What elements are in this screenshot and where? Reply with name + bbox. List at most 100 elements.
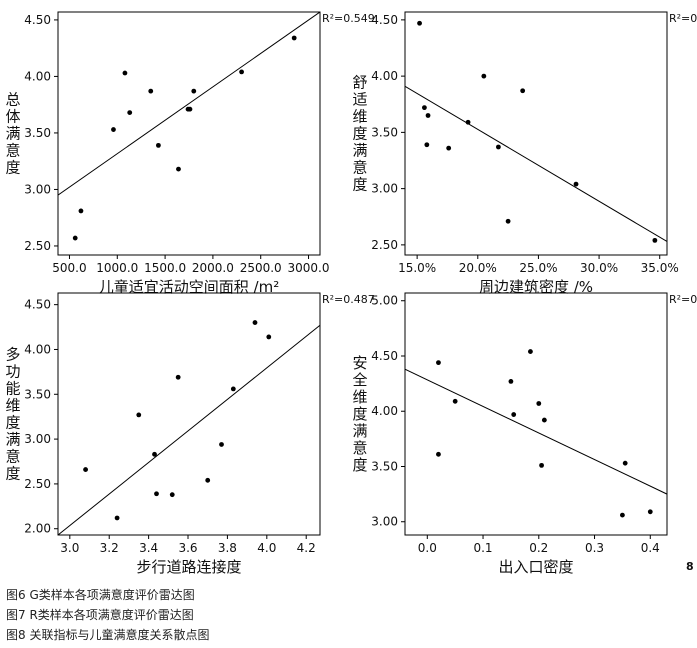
chart1-data-point [122,70,128,76]
chart2-y-axis-label: 舒适维度满意度 [352,74,367,194]
chart1-x-tick-label: 1000.0 [96,261,138,275]
chart2-y-tick-label: 4.00 [371,69,398,83]
chart1-x-tick-label: 1500.0 [144,261,186,275]
chart3-data-point [154,491,159,497]
chart4-x-tick-label: 0.1 [473,541,492,555]
chart2-r-squared-label: R²=0.4 [669,12,697,25]
side-mark: 8 [686,560,694,573]
chart3-data-point [266,334,272,340]
chart1-data-point [187,106,193,112]
chart4-data-point [541,417,547,423]
chart2-y-tick-label: 4.50 [371,13,398,27]
chart2-data-point [481,73,487,79]
chart1-data-point [127,110,133,115]
chart2-x-tick-label: 15.0% [398,261,436,275]
chart4-data-point [511,412,517,417]
chart4-x-tick-label: 0.0 [418,541,437,555]
chart4-data-point [452,398,458,404]
chart1-data-point [191,88,197,94]
chart4-data-point [436,451,441,457]
caption-figure-8: 图8 关联指标与儿童满意度关系散点图 [6,628,210,642]
chart2-data-point [505,218,511,224]
chart3-data-point [136,412,142,418]
chart1-y-axis-label: 总体满意度 [5,91,20,177]
chart3-data-point [169,492,175,498]
chart4-data-point [536,401,542,406]
chart1-y-tick-label: 3.50 [24,126,51,140]
chart1-y-tick-label: 3.00 [24,182,51,196]
chart3-data-point [219,442,224,447]
chart1-x-tick-label: 2000.0 [192,261,234,275]
chart2-data-point [520,88,526,94]
chart3-x-tick-label: 4.0 [257,541,276,555]
chart1-x-tick-label: 2500.0 [240,261,282,275]
chart3-x-tick-label: 3.8 [218,541,237,555]
chart3-data-point [175,374,181,380]
chart2-y-tick-label: 3.50 [371,125,398,139]
chart3-plot-frame [57,292,321,536]
chart4-y-axis-label: 安全维度满意度 [352,354,367,474]
chart2-y-tick-label: 2.50 [371,238,398,252]
chart2-data-point [417,20,422,26]
chart4-data-point [647,509,653,515]
chart1-plot-frame [57,11,321,256]
chart4-x-axis-label: 出入口密度 [498,558,573,576]
chart3-data-point [230,386,236,392]
chart2-plot-frame [404,11,668,256]
chart1-data-point [148,88,154,94]
chart1-y-tick-label: 4.00 [24,69,51,83]
chart2-x-tick-label: 20.0% [459,261,497,275]
chart2-data-point [465,119,471,125]
chart1-y-tick-label: 2.50 [24,239,51,253]
chart4-fit-line [405,368,667,495]
chart3-data-point [252,320,258,325]
chart3-x-tick-label: 3.2 [100,541,119,555]
chart4-y-tick-label: 4.00 [371,404,398,418]
chart3-y-tick-label: 4.00 [24,342,51,356]
chart1-fit-line [58,12,320,196]
chart3-x-tick-label: 4.2 [297,541,316,555]
chart1-data-point [111,127,116,132]
chart4-data-point [620,512,625,518]
chart2-data-point [425,113,431,118]
chart4-x-tick-label: 0.3 [585,541,604,555]
chart2-y-tick-label: 3.00 [371,182,398,196]
chart3-data-point [152,451,157,457]
chart2-data-point [495,144,501,150]
chart3-y-tick-label: 2.50 [24,477,51,491]
chart4-y-tick-label: 3.50 [371,459,398,473]
chart4-data-point [622,460,628,466]
chart1-x-axis-label: 儿童适宜活动空间面积 /m² [99,278,279,296]
chart3-y-tick-label: 4.50 [24,298,51,312]
chart4-r-squared-label: R²=0.4 [669,293,697,306]
chart4-data-point [508,379,514,384]
chart1-data-point [78,208,84,214]
chart4-data-point [539,462,544,468]
chart3-data-point [83,467,88,472]
chart3-x-axis-label: 步行道路连接度 [136,558,241,576]
chart4-x-tick-label: 0.2 [529,541,548,555]
chart1-x-tick-label: 500.0 [52,261,86,275]
chart3-r-squared-label: R²=0.487 [322,293,375,306]
chart2-data-point [424,142,430,148]
chart4-y-tick-label: 4.50 [371,349,398,363]
chart2-x-tick-label: 35.0% [641,261,679,275]
chart3-y-tick-label: 2.00 [24,522,51,536]
scatter-charts: 2.50 3.00 3.50 4.00 4.50 500.0 1000.0 1500.0 200… [5,11,697,576]
caption-figure-7: 图7 R类样本各项满意度评价雷达图 [6,608,194,622]
chart4-data-point [436,360,441,366]
chart2-x-tick-label: 30.0% [580,261,618,275]
chart3-y-axis-label: 多功能维度满意度 [5,346,20,483]
chart3-x-tick-label: 3.4 [139,541,158,555]
chart4-data-point [528,349,533,354]
chart1-data-point [72,235,78,241]
chart1-data-point [291,35,297,41]
chart2-data-point [422,105,427,111]
chart3-data-point [205,477,211,483]
chart3-data-point [114,515,120,521]
chart1-data-point [176,166,181,172]
caption-figure-6: 图6 G类样本各项满意度评价雷达图 [6,588,195,602]
chart1-r-squared-label: R²=0.549 [322,12,375,25]
chart3-x-tick-label: 3.0 [60,541,79,555]
chart4-y-tick-label: 3.00 [371,515,398,529]
